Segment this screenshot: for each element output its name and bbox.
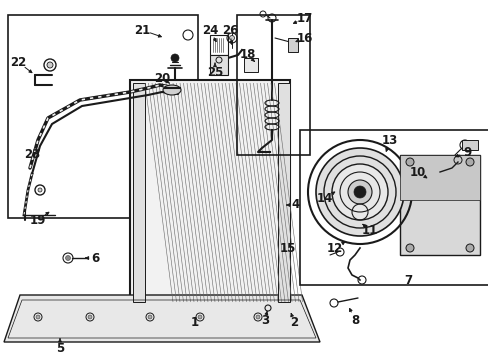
- Text: 9: 9: [463, 145, 471, 158]
- Text: 13: 13: [381, 134, 397, 147]
- Bar: [8, 15, 198, 218]
- Circle shape: [347, 180, 371, 204]
- Bar: [399, 155, 479, 200]
- Bar: [244, 58, 258, 72]
- Text: 4: 4: [291, 198, 300, 211]
- Bar: [130, 80, 289, 305]
- Text: 3: 3: [261, 314, 268, 327]
- Bar: [287, 38, 297, 52]
- Text: 25: 25: [206, 66, 223, 78]
- Circle shape: [315, 148, 403, 236]
- Text: 6: 6: [91, 252, 99, 265]
- Text: 14: 14: [316, 192, 332, 204]
- Text: 12: 12: [326, 242, 343, 255]
- Text: 19: 19: [30, 213, 46, 226]
- Circle shape: [229, 36, 234, 40]
- Circle shape: [405, 244, 413, 252]
- Bar: [278, 83, 289, 302]
- Circle shape: [465, 244, 473, 252]
- Polygon shape: [4, 295, 319, 342]
- Bar: [461, 140, 477, 150]
- Text: 15: 15: [279, 242, 296, 255]
- Circle shape: [36, 315, 40, 319]
- Text: 18: 18: [239, 49, 256, 62]
- Circle shape: [47, 62, 53, 68]
- Text: 2: 2: [289, 315, 298, 328]
- Text: 21: 21: [134, 23, 150, 36]
- Bar: [299, 130, 488, 285]
- Text: 26: 26: [222, 23, 238, 36]
- Circle shape: [256, 315, 260, 319]
- Text: 16: 16: [296, 31, 312, 45]
- Text: 23: 23: [24, 148, 40, 162]
- Bar: [133, 83, 145, 302]
- Circle shape: [88, 315, 92, 319]
- Text: 22: 22: [10, 55, 26, 68]
- Text: 11: 11: [361, 224, 377, 237]
- Circle shape: [65, 256, 70, 261]
- Circle shape: [38, 188, 42, 192]
- Circle shape: [465, 158, 473, 166]
- Ellipse shape: [163, 85, 181, 95]
- Bar: [209, 35, 227, 55]
- Text: 8: 8: [350, 314, 358, 327]
- Circle shape: [148, 315, 152, 319]
- Circle shape: [331, 164, 387, 220]
- Circle shape: [171, 54, 179, 62]
- Text: 17: 17: [296, 12, 312, 24]
- Text: 10: 10: [409, 166, 425, 179]
- Circle shape: [198, 315, 202, 319]
- Circle shape: [353, 186, 365, 198]
- Bar: [399, 155, 479, 255]
- Text: 20: 20: [154, 72, 170, 85]
- Text: 1: 1: [190, 315, 199, 328]
- Text: 24: 24: [202, 23, 218, 36]
- Text: 7: 7: [403, 274, 411, 287]
- Bar: [209, 55, 227, 75]
- Bar: [237, 15, 309, 155]
- Text: 5: 5: [56, 342, 64, 355]
- Circle shape: [405, 158, 413, 166]
